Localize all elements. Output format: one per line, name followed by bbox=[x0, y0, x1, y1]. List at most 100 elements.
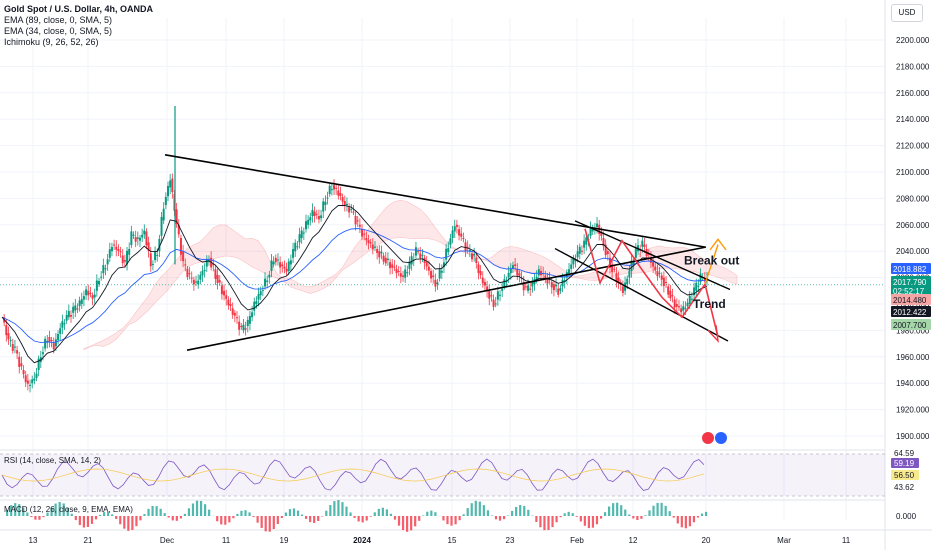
rsi-badge-label: 64.59 bbox=[894, 449, 915, 458]
candle-body bbox=[212, 263, 215, 266]
macd-histogram-bar bbox=[406, 516, 409, 532]
candle-body bbox=[376, 249, 379, 253]
macd-histogram-bar bbox=[272, 516, 275, 530]
macd-histogram-bar bbox=[236, 513, 239, 516]
candle-body bbox=[380, 251, 383, 254]
candle-body bbox=[630, 260, 633, 271]
candle-body bbox=[195, 281, 198, 283]
macd-histogram-bar bbox=[127, 516, 130, 531]
candle-body bbox=[115, 246, 118, 250]
candle-body bbox=[98, 281, 101, 285]
candle-body bbox=[488, 290, 491, 299]
candle-body bbox=[184, 264, 187, 266]
candle-body bbox=[367, 240, 370, 243]
y-tick-label: 2140.000 bbox=[896, 115, 930, 124]
macd-histogram-bar bbox=[244, 510, 247, 516]
candle-body bbox=[626, 278, 629, 285]
macd-histogram-bar bbox=[155, 506, 158, 516]
candle-body bbox=[617, 277, 620, 284]
candle-body bbox=[393, 266, 396, 268]
macd-histogram-bar bbox=[240, 510, 243, 516]
macd-histogram-bar bbox=[434, 512, 437, 516]
candle-body bbox=[143, 230, 146, 235]
channel-upper-line bbox=[574, 220, 731, 291]
candle-body bbox=[397, 271, 400, 272]
candle-body bbox=[337, 190, 340, 196]
macd-histogram-bar bbox=[454, 516, 457, 525]
candle-body bbox=[317, 216, 320, 220]
macd-histogram-bar bbox=[418, 516, 421, 521]
candle-body bbox=[322, 201, 325, 212]
candle-body bbox=[108, 249, 111, 258]
ema-89-line bbox=[1, 228, 707, 344]
candle-body bbox=[419, 253, 422, 259]
candle-body bbox=[227, 299, 230, 306]
macd-histogram-bar bbox=[228, 516, 231, 523]
candle-body bbox=[693, 287, 696, 296]
candle-body bbox=[335, 187, 338, 189]
macd-histogram-bar bbox=[551, 516, 554, 528]
macd-histogram-bar bbox=[115, 516, 118, 519]
macd-histogram-bar bbox=[103, 512, 106, 516]
candle-body bbox=[373, 246, 376, 248]
candle-body bbox=[591, 229, 594, 232]
candle-body bbox=[471, 253, 473, 260]
candle-body bbox=[177, 224, 180, 235]
price-badge-label: 2014.480 bbox=[893, 296, 927, 305]
candle-body bbox=[339, 193, 342, 196]
y-tick-label: 1940.000 bbox=[896, 379, 930, 388]
legend: Gold Spot / U.S. Dollar, 4h, OANDA EMA (… bbox=[4, 4, 153, 48]
macd-histogram-bar bbox=[547, 516, 550, 531]
y-tick-label: 2180.000 bbox=[896, 62, 930, 71]
candle-body bbox=[330, 189, 333, 191]
macd-histogram-bar bbox=[139, 516, 142, 521]
macd-histogram-bar bbox=[70, 513, 73, 516]
macd-histogram-bar bbox=[341, 502, 344, 516]
macd-histogram-bar bbox=[369, 516, 372, 517]
candle-body bbox=[570, 264, 573, 269]
candle-body bbox=[106, 259, 109, 265]
currency-button[interactable]: USD bbox=[891, 4, 923, 22]
price-badge bbox=[891, 285, 931, 296]
candle-body bbox=[130, 231, 133, 246]
candle-body bbox=[50, 340, 53, 342]
candle-body bbox=[561, 279, 564, 287]
macd-histogram-bar bbox=[292, 508, 296, 516]
y-tick-label: 2080.000 bbox=[896, 194, 930, 203]
candle-body bbox=[589, 228, 592, 236]
rsi-label: RSI (14, close, SMA, 14, 2) bbox=[4, 456, 101, 465]
candle-body bbox=[568, 269, 571, 274]
macd-histogram-bar bbox=[220, 516, 223, 525]
candle-body bbox=[201, 270, 204, 276]
x-tick-label: 15 bbox=[448, 536, 457, 545]
candle-body bbox=[613, 268, 616, 270]
candle-body bbox=[656, 271, 659, 277]
candle-body bbox=[481, 277, 484, 284]
candle-body bbox=[236, 317, 238, 319]
macd-histogram-bar bbox=[151, 505, 154, 516]
indicator-ema-34[interactable]: EMA (34, close, 0, SMA, 5) bbox=[4, 26, 113, 36]
candle-body bbox=[529, 288, 532, 290]
price-badge bbox=[891, 263, 931, 274]
candle-body bbox=[583, 240, 586, 248]
indicator-ichimoku[interactable]: Ichimoku (9, 26, 52, 26) bbox=[4, 37, 99, 47]
candle-body bbox=[483, 282, 486, 286]
candle-body bbox=[559, 288, 562, 291]
candle-body bbox=[223, 290, 226, 296]
candle-body bbox=[95, 280, 98, 291]
indicator-ema-89[interactable]: EMA (89, close, 0, SMA, 5) bbox=[4, 15, 113, 25]
candle-body bbox=[684, 307, 687, 309]
candle-body bbox=[270, 260, 273, 271]
candle-body bbox=[225, 295, 228, 299]
candle-body bbox=[384, 257, 387, 264]
ema-34-line bbox=[1, 204, 708, 364]
candle-body bbox=[445, 248, 448, 260]
macd-histogram-bar bbox=[321, 516, 324, 517]
price-badge bbox=[891, 319, 931, 330]
candle-body bbox=[190, 277, 193, 279]
candle-body bbox=[309, 217, 312, 221]
candle-body bbox=[160, 216, 163, 236]
macd-histogram-bar bbox=[305, 516, 308, 519]
candle-body bbox=[677, 306, 680, 308]
